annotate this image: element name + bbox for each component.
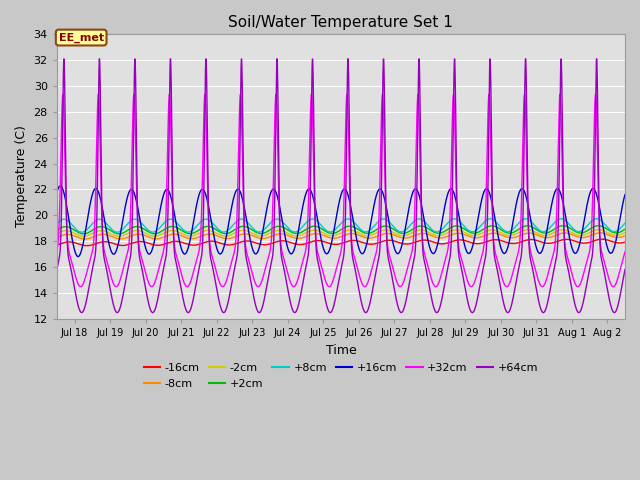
Y-axis label: Temperature (C): Temperature (C) (15, 126, 28, 228)
Legend: -16cm, -8cm, -2cm, +2cm, +8cm, +16cm, +32cm, +64cm: -16cm, -8cm, -2cm, +2cm, +8cm, +16cm, +3… (140, 359, 543, 393)
Text: EE_met: EE_met (59, 33, 104, 43)
X-axis label: Time: Time (326, 344, 356, 357)
Title: Soil/Water Temperature Set 1: Soil/Water Temperature Set 1 (228, 15, 453, 30)
